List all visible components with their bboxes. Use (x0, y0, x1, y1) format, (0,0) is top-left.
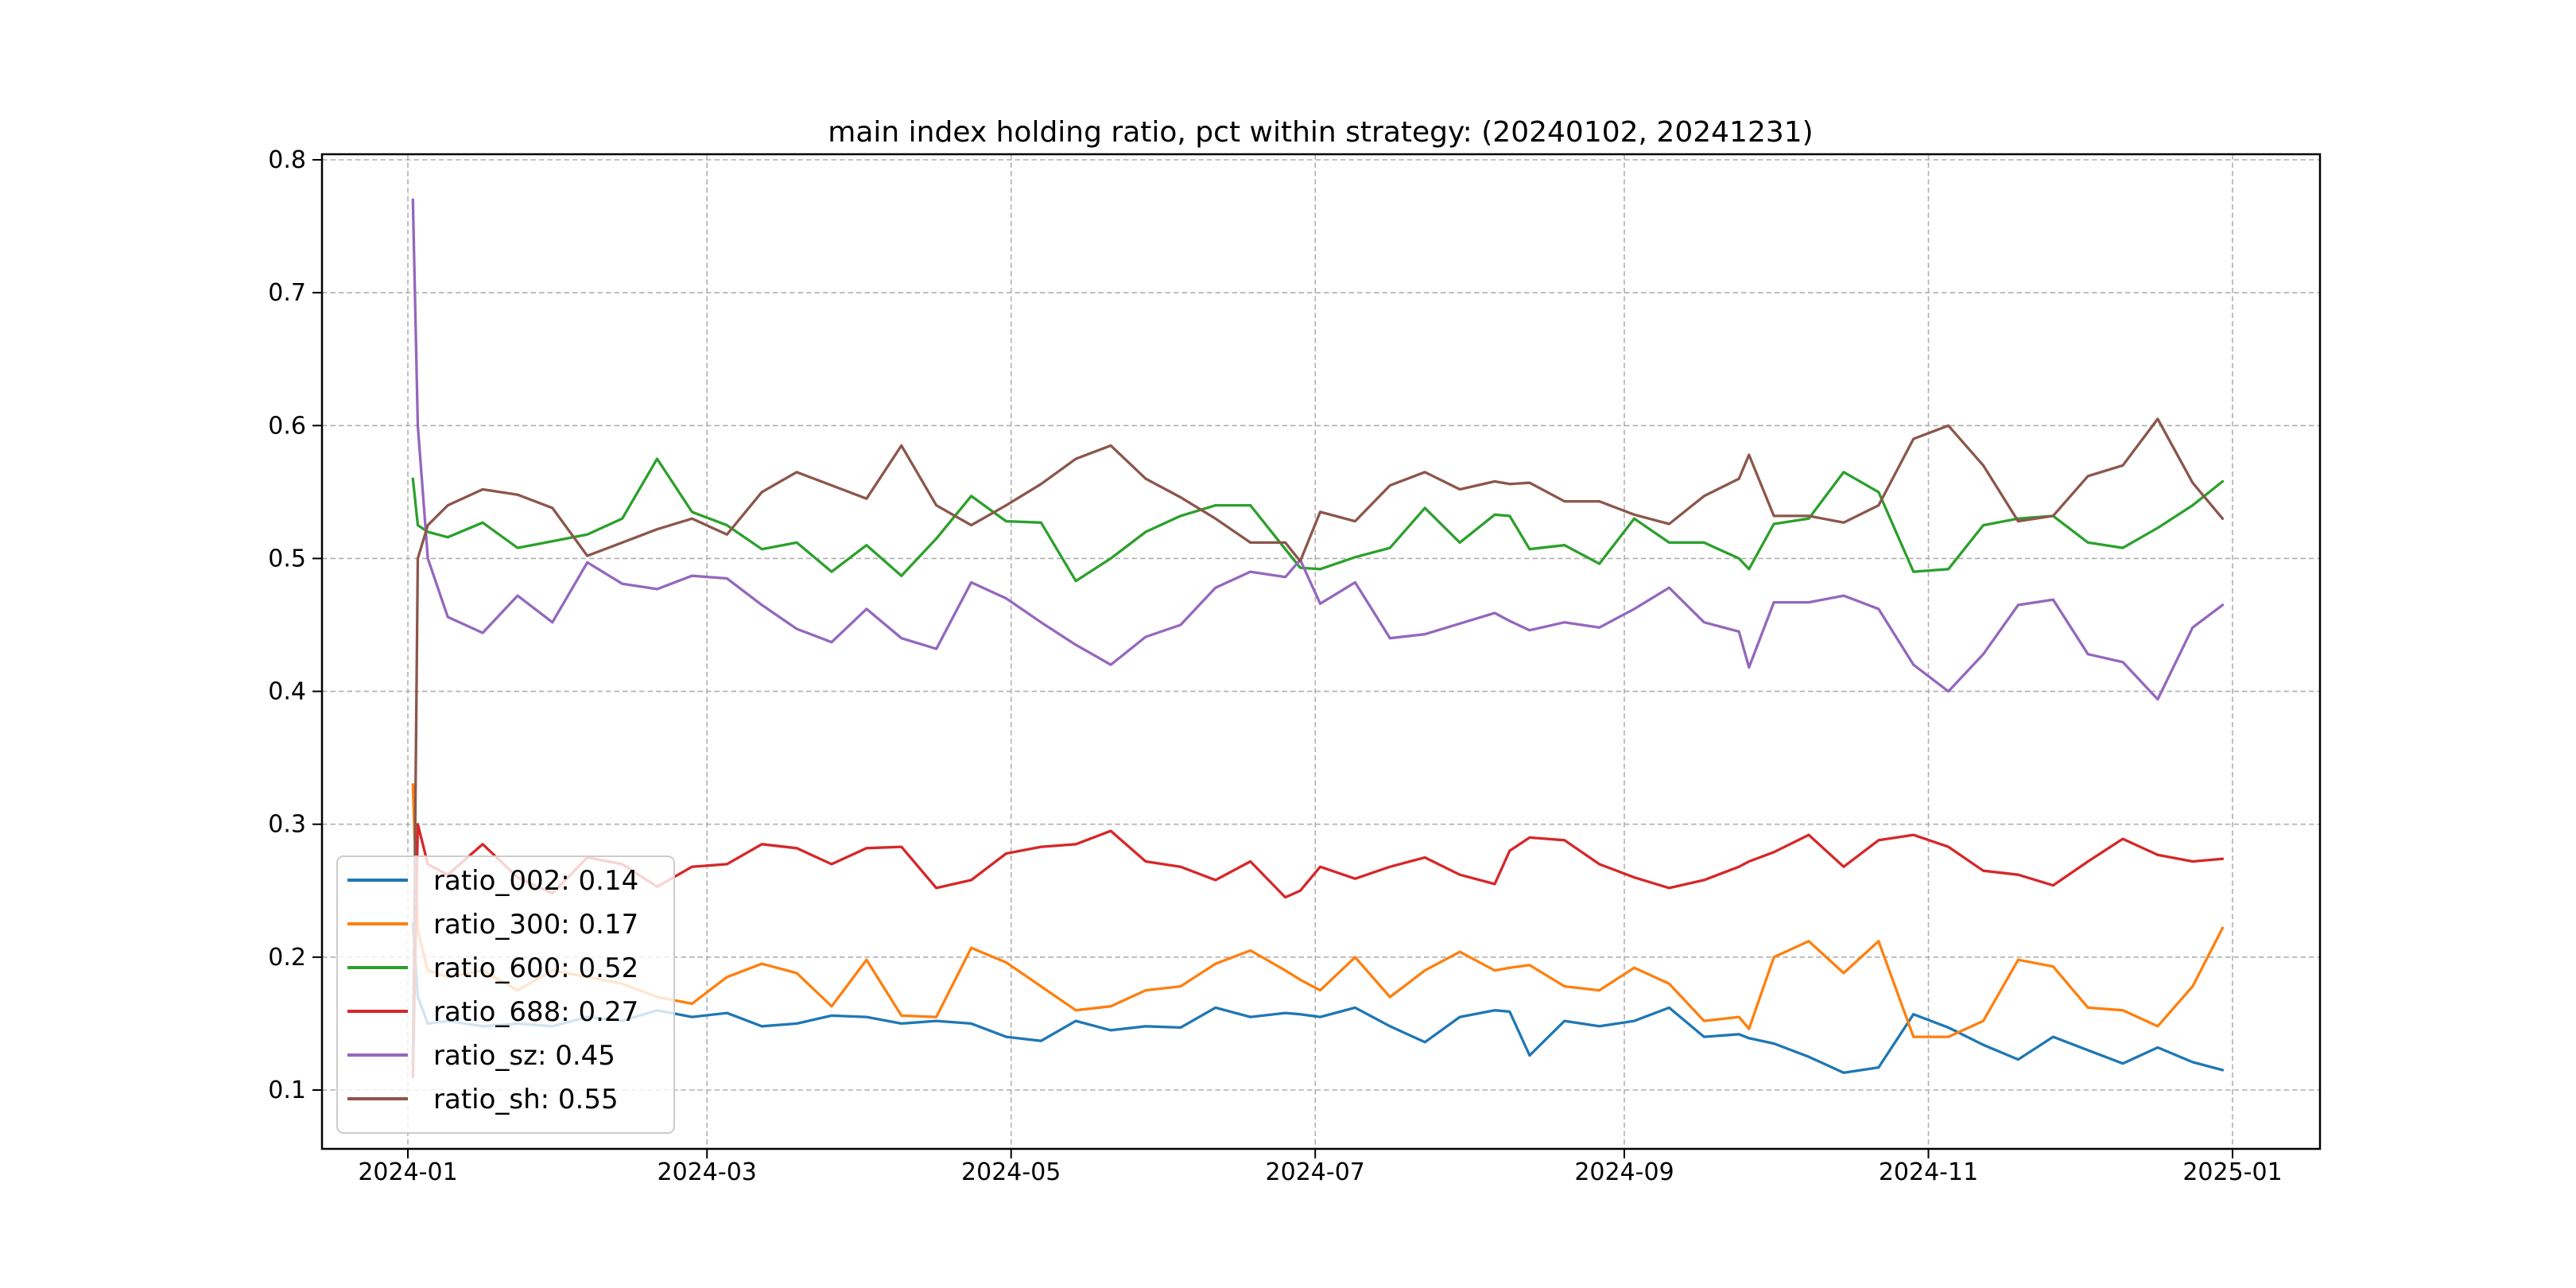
x-tick-label: 2024-05 (961, 1158, 1061, 1186)
grid-layer (322, 154, 2320, 1149)
series-line-ratio_sh (411, 417, 2225, 1065)
x-tick-label: 2024-01 (358, 1158, 457, 1186)
x-tick-label: 2024-07 (1266, 1158, 1365, 1186)
y-tick-label: 0.1 (268, 1077, 306, 1104)
x-tick-label: 2024-09 (1574, 1158, 1674, 1186)
series-line-ratio_600 (411, 457, 2225, 583)
series-line-ratio_002 (411, 922, 2225, 1074)
legend-label-ratio_sh: ratio_sh: 0.55 (433, 1084, 619, 1115)
legend-label-ratio_002: ratio_002: 0.14 (433, 865, 638, 897)
legend: ratio_002: 0.14 ratio_300: 0.17 ratio_600:… (336, 855, 675, 1134)
y-tick-label: 0.8 (268, 146, 306, 174)
x-tick-label: 2024-03 (658, 1158, 757, 1186)
x-tick-label: 2024-11 (1879, 1158, 1978, 1186)
series-layer (411, 198, 2225, 1078)
chart-title: main index holding ratio, pct within str… (828, 116, 1813, 149)
legend-label-ratio_300: ratio_300: 0.17 (433, 909, 638, 941)
series-line-ratio_sz (411, 198, 2225, 701)
legend-label-ratio_688: ratio_688: 0.27 (433, 996, 638, 1028)
legend-label-ratio_600: ratio_600: 0.52 (433, 952, 638, 984)
y-tick-label: 0.5 (268, 545, 306, 572)
series-line-ratio_688 (411, 823, 2225, 1078)
legend-box (336, 855, 675, 1134)
x-tick-label: 2025-01 (2182, 1158, 2282, 1186)
y-tick-label: 0.2 (268, 944, 306, 972)
y-tick-label: 0.3 (268, 811, 306, 839)
legend-label-ratio_sz: ratio_sz: 0.45 (433, 1040, 615, 1072)
y-tick-label: 0.4 (268, 678, 306, 706)
series-line-ratio_300 (411, 782, 2225, 1038)
y-tick-label: 0.6 (268, 412, 306, 440)
y-tick-label: 0.7 (268, 279, 306, 307)
plot-border (320, 153, 2322, 1150)
axes-layer: 2024-01 2024-03 2024-05 2024-07 2024-09 2024-… (268, 146, 2322, 1186)
